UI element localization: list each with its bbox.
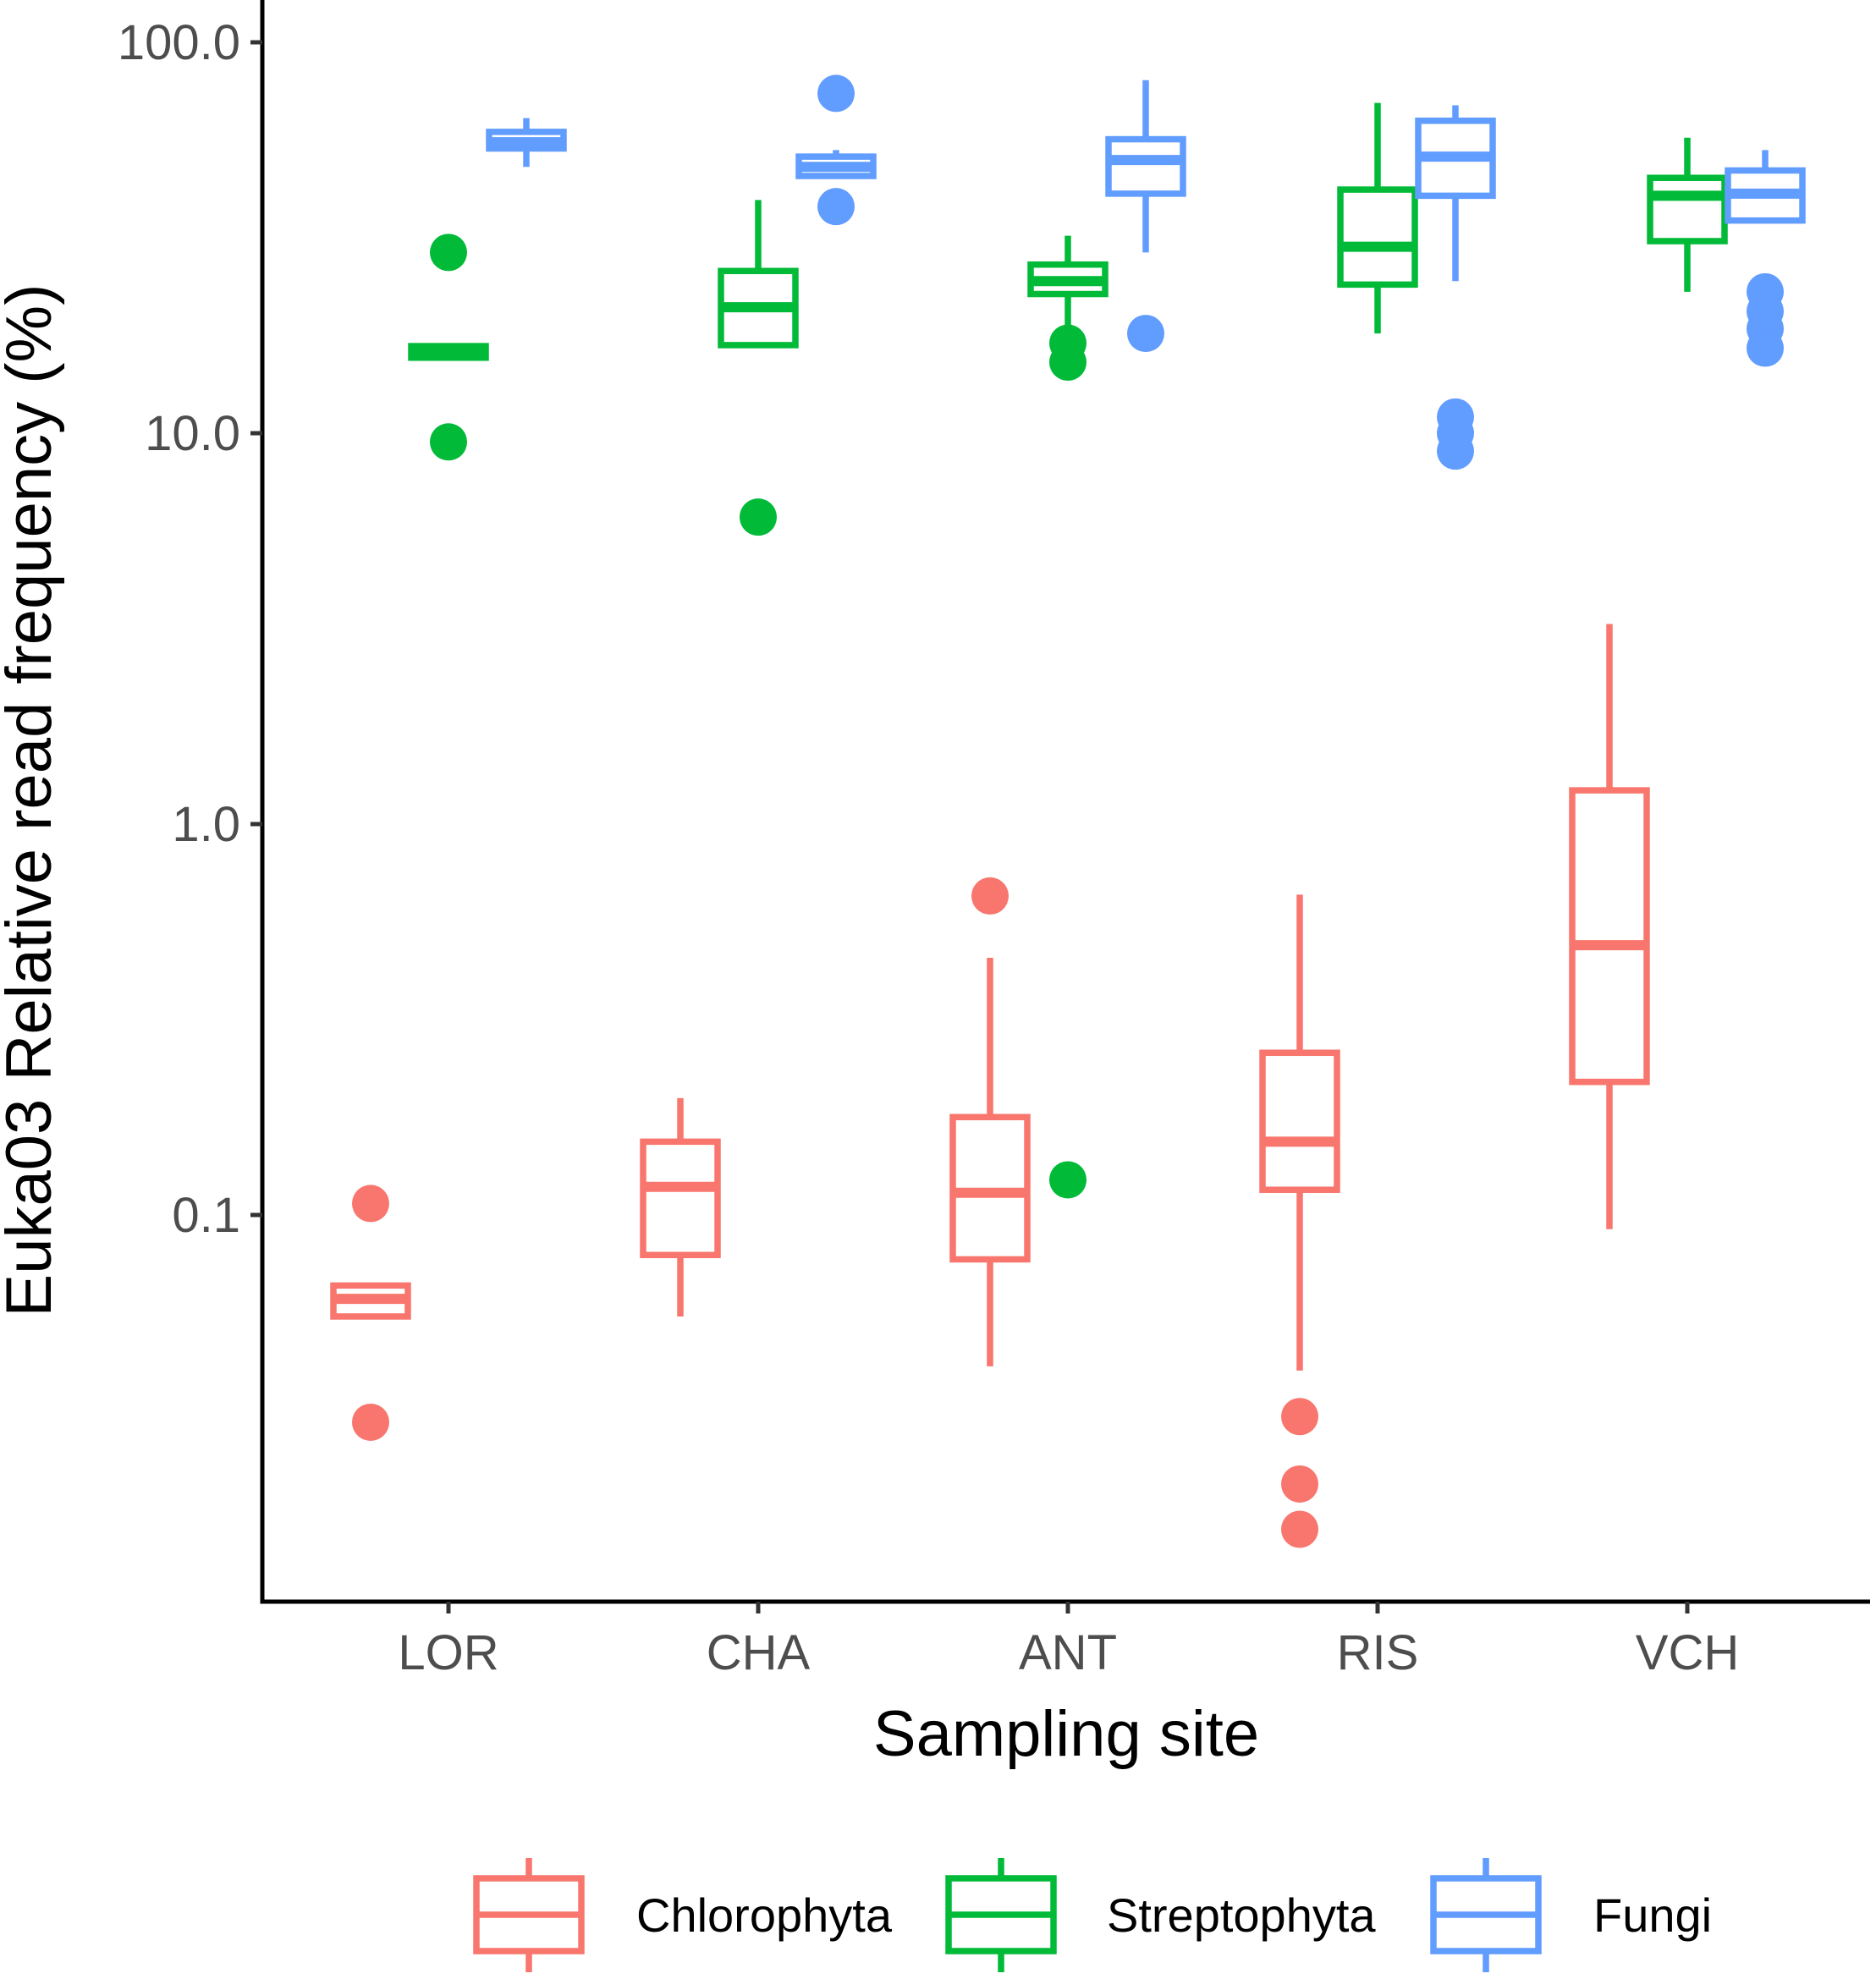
- y-tick-label: 10.0: [145, 406, 240, 461]
- box-streptophyta-cha: [718, 200, 799, 536]
- box-fungi-vch: [1725, 150, 1806, 367]
- box-chlorophyta-lor: [330, 1185, 411, 1441]
- outlier-point: [1281, 1398, 1318, 1436]
- y-axis-title: Euka03 Relative read frequency (%): [0, 284, 65, 1317]
- box-iqr: [1259, 1049, 1340, 1193]
- box-streptophyta-lor: [408, 234, 489, 461]
- x-tick-label: LOR: [398, 1625, 498, 1680]
- x-tick-label: CHA: [707, 1625, 811, 1680]
- box-fungi-cha: [795, 74, 877, 226]
- outlier-point: [1281, 1465, 1318, 1503]
- box-chlorophyta-ris: [1259, 894, 1340, 1548]
- box-chlorophyta-vch: [1569, 624, 1650, 1229]
- outlier-point: [1747, 329, 1784, 367]
- plot-layer: [330, 74, 1806, 1548]
- box-iqr: [1647, 174, 1728, 245]
- box-chlorophyta-cha: [640, 1097, 721, 1317]
- legend-item-fungi: Fungi: [1430, 1858, 1712, 1972]
- outlier-point: [817, 74, 855, 113]
- legend-label: Chlorophyta: [636, 1888, 893, 1942]
- box-streptophyta-ris: [1337, 102, 1418, 334]
- legend-label: Fungi: [1593, 1888, 1712, 1942]
- legend: Chlorophyta Streptophyta Fungi: [473, 1858, 1712, 1972]
- outlier-point: [740, 498, 777, 536]
- outlier-point: [1281, 1510, 1318, 1548]
- x-tick-label: ANT: [1019, 1625, 1117, 1680]
- outlier-point: [352, 1403, 389, 1441]
- box-iqr: [1569, 787, 1650, 1086]
- outlier-point: [1127, 315, 1164, 353]
- outlier-point: [1437, 432, 1474, 470]
- box-iqr: [640, 1138, 721, 1259]
- legend-key-streptophyta: [945, 1858, 1057, 1972]
- y-axis-ticks: 0.1 1.0 10.0 100.0: [118, 15, 262, 1243]
- legend-item-chlorophyta: Chlorophyta: [473, 1858, 893, 1972]
- box-fungi-ant: [1105, 80, 1186, 353]
- box-streptophyta-vch: [1647, 137, 1728, 292]
- legend-item-streptophyta: Streptophyta: [945, 1858, 1376, 1972]
- y-tick-label: 100.0: [118, 15, 240, 70]
- box-fungi-lor: [486, 118, 567, 168]
- y-tick-label: 1.0: [172, 797, 240, 852]
- x-tick-label: VCH: [1636, 1625, 1739, 1680]
- box-iqr: [1337, 186, 1418, 289]
- outlier-point: [817, 188, 855, 226]
- box-fungi-ris: [1415, 105, 1496, 470]
- x-axis-ticks: LOR CHA ANT RIS VCH: [398, 1602, 1739, 1680]
- y-tick-label: 0.1: [172, 1188, 240, 1243]
- outlier-point: [352, 1185, 389, 1223]
- box-streptophyta-ant: [1027, 235, 1109, 1199]
- legend-label: Streptophyta: [1107, 1888, 1376, 1942]
- box-chlorophyta-ant: [949, 877, 1031, 1366]
- outlier-point: [430, 423, 467, 461]
- x-axis-title: Sampling site: [873, 1698, 1259, 1770]
- legend-key-fungi: [1430, 1858, 1542, 1972]
- legend-key-chlorophyta: [473, 1858, 585, 1972]
- outlier-point: [430, 234, 467, 272]
- box-iqr: [1105, 135, 1186, 197]
- outlier-point: [1049, 1161, 1087, 1199]
- outlier-point: [1049, 343, 1087, 381]
- outlier-point: [971, 877, 1009, 915]
- x-tick-label: RIS: [1337, 1625, 1419, 1680]
